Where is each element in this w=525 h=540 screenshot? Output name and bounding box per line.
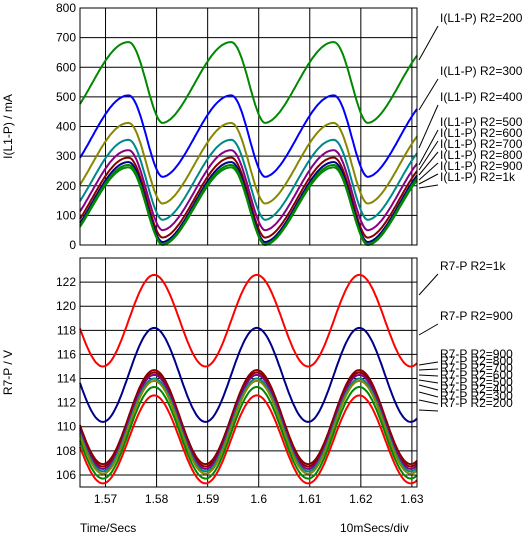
series-annotation: I(L1-P) R2=400 [440, 90, 523, 104]
x-tick-label: 1.59 [196, 492, 220, 506]
x-tick-labels: 1.57 1.58 1.59 1.6 1.61 1.62 1.63 [94, 492, 424, 506]
annotation-leader [418, 323, 439, 336]
x-tick-label: 1.57 [94, 492, 118, 506]
annotation-leader [418, 384, 439, 391]
annotation-leader [418, 379, 439, 384]
annotation-leader [418, 151, 439, 176]
series-annotation: I(L1-P) R2=200 [440, 11, 523, 25]
series-line [79, 385, 418, 480]
annotation-leader [418, 173, 439, 185]
series-line [79, 166, 418, 247]
x-axis-label: Time/Secs [80, 521, 136, 535]
y-tick-label: 0 [69, 238, 76, 252]
annotation-leader [418, 273, 439, 296]
series-annotation: R7-P R2=200 [440, 396, 513, 410]
x-tick-label: 1.63 [400, 492, 424, 506]
y-tick-label: 116 [57, 347, 76, 361]
series-annotation: I(L1-P) R2=700 [440, 137, 523, 151]
y-tick-label: 108 [56, 444, 76, 458]
x-tick-label: 1.58 [145, 492, 169, 506]
series-annotation: R7-P R2=700 [440, 361, 513, 375]
y-tick-label: 112 [57, 396, 76, 410]
y-tick-label: 400 [56, 120, 76, 134]
annotation-leader [418, 129, 439, 166]
series-annotation: I(L1-P) R2=300 [440, 64, 523, 78]
y-tick-label: 120 [56, 299, 76, 313]
annotation-leader [418, 399, 439, 405]
y-tick-label: 118 [57, 323, 76, 337]
annotation-leader [418, 104, 439, 149]
annotation-leader [418, 162, 439, 181]
series-line [79, 138, 418, 221]
x-tick-label: 1.62 [349, 492, 373, 506]
series-line [79, 156, 418, 239]
top-y-axis-label: I(L1-P) / mA [1, 94, 15, 159]
time-per-division-label: 10mSecs/div [340, 521, 409, 535]
series-annotation: R7-P R2=500 [440, 375, 513, 389]
y-tick-label: 800 [56, 1, 76, 15]
y-tick-label: 110 [57, 420, 76, 434]
y-tick-label: 700 [56, 31, 76, 45]
series-line [79, 394, 418, 485]
bottom-y-tick-labels: 106 108 110 112 114 116 118 120 122 [56, 275, 76, 482]
series-annotation: I(L1-P) R2=500 [440, 115, 523, 129]
series-annotation: R7-P R2=900 [440, 309, 513, 323]
series-annotation: I(L1-P) R2=900 [440, 159, 523, 173]
annotation-leader [418, 25, 439, 61]
y-tick-label: 600 [56, 60, 76, 74]
y-tick-label: 500 [56, 90, 76, 104]
series-annotation: I(L1-P) R2=1k [440, 170, 516, 184]
top-y-tick-labels: 0 100 200 300 400 500 600 700 800 [56, 1, 76, 252]
bottom-plot-grid [80, 258, 417, 487]
series-annotation: I(L1-P) R2=600 [440, 126, 523, 140]
annotation-leader [418, 391, 439, 398]
top-plot-series [79, 41, 418, 247]
annotation-leader [418, 78, 439, 111]
y-tick-label: 114 [57, 372, 76, 386]
y-tick-label: 100 [56, 208, 76, 222]
bottom-plot-frame [79, 257, 418, 488]
series-annotation: R7-P R2=400 [440, 382, 513, 396]
series-line [79, 94, 418, 178]
bottom-y-axis-label: R7-P / V [1, 350, 15, 395]
series-line [79, 149, 418, 232]
series-line [79, 273, 418, 368]
series-annotation: R7-P R2=800 [440, 354, 513, 368]
y-tick-label: 200 [56, 179, 76, 193]
annotation-leader [418, 361, 439, 366]
series-line [79, 121, 418, 205]
series-annotation: I(L1-P) R2=800 [440, 148, 523, 162]
annotation-leader [418, 184, 439, 189]
top-annotations: I(L1-P) R2=200 I(L1-P) R2=300 I(L1-P) R2=4… [418, 11, 523, 189]
top-plot-frame [79, 7, 418, 246]
annotation-leader [418, 374, 439, 377]
series-line [79, 326, 418, 423]
bottom-plot-series [79, 273, 418, 485]
series-annotation: R7-P R2=600 [440, 368, 513, 382]
y-tick-label: 122 [56, 275, 76, 289]
x-tick-label: 1.61 [298, 492, 322, 506]
annotation-leader [418, 368, 439, 371]
annotation-leader [418, 140, 439, 171]
series-line [79, 41, 418, 124]
x-tick-label: 1.6 [250, 492, 267, 506]
y-tick-label: 300 [56, 149, 76, 163]
series-annotation: R7-P R2=300 [440, 389, 513, 403]
series-annotation: R7-P R2=900 [440, 347, 513, 361]
top-plot-grid [80, 7, 417, 246]
series-line [79, 373, 418, 470]
y-tick-label: 106 [56, 468, 76, 482]
series-line [79, 379, 418, 475]
annotation-leader [418, 409, 439, 412]
series-annotation: R7-P R2=1k [440, 259, 506, 273]
